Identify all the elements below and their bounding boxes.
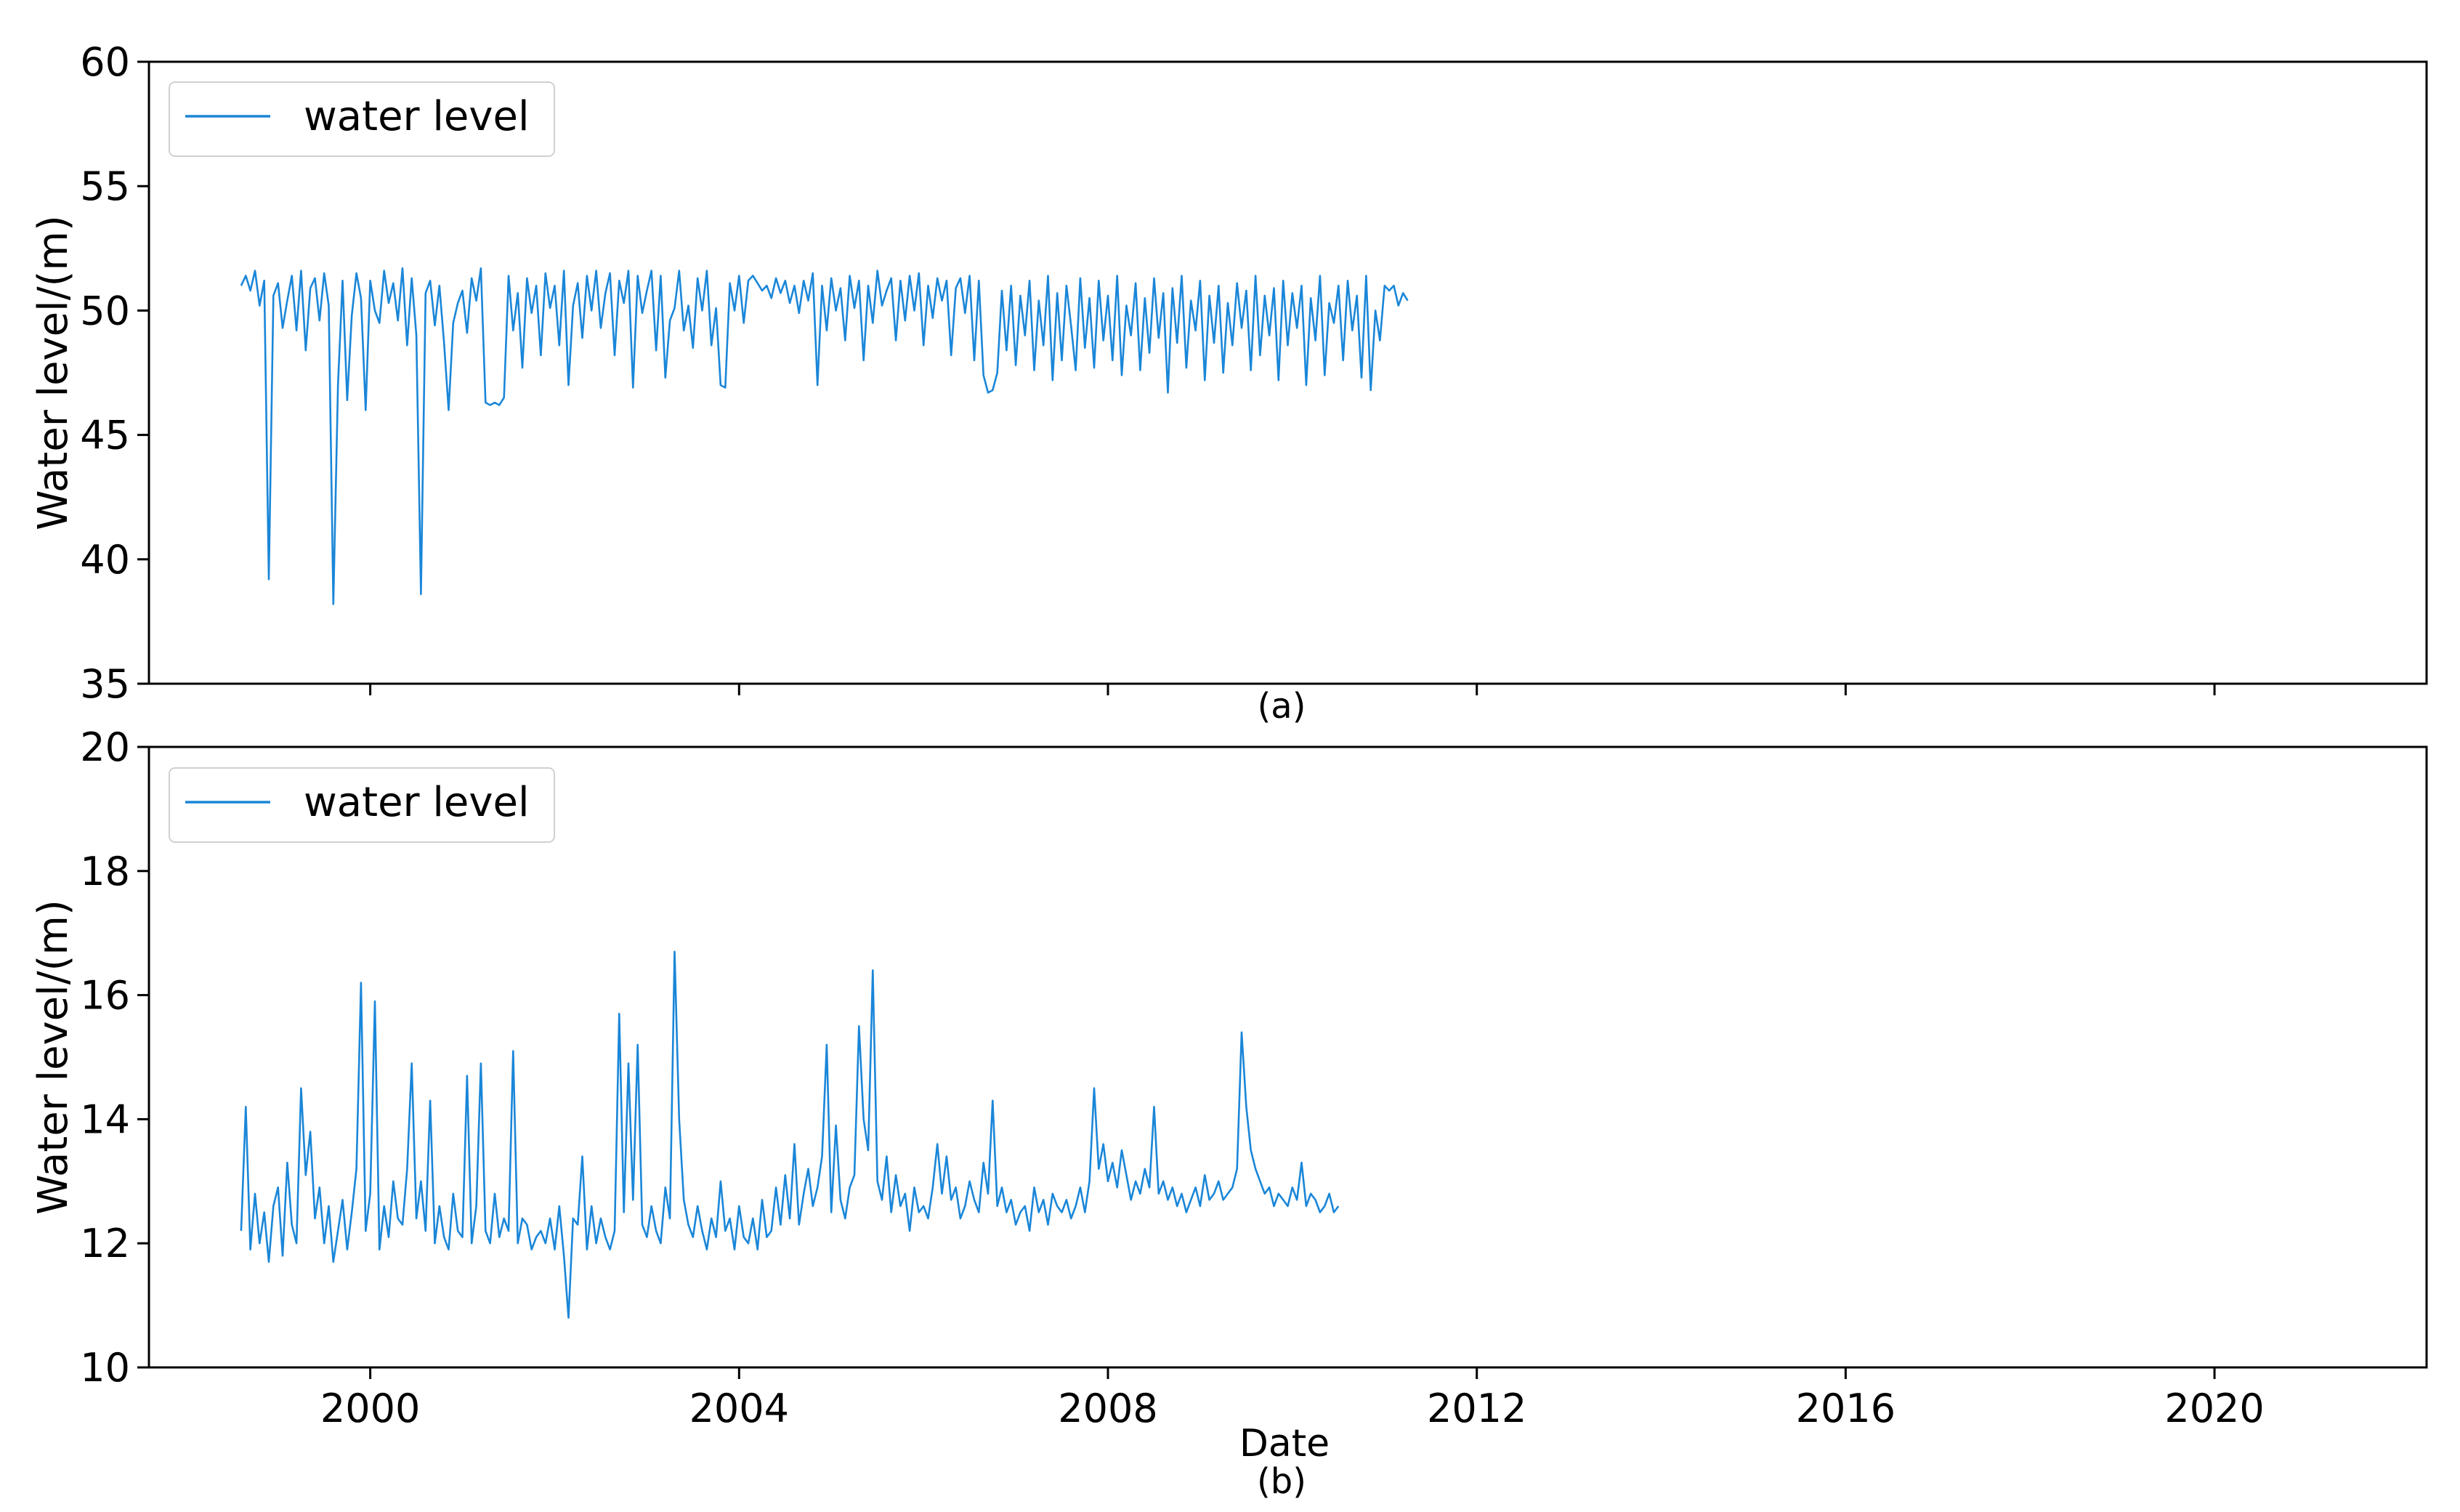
- panel-a-y-tick-label: 35: [80, 661, 130, 707]
- panel-a-legend: water level: [169, 81, 555, 157]
- panel-b-y-tick-label: 18: [80, 849, 130, 894]
- panel-b-y-axis: 10 12 14 16 18 20: [80, 724, 149, 1391]
- panel-b-plot-area: [147, 745, 2428, 1369]
- panel-b: 10 12 14 16 18 20 2000 2004 2008 2012 2016 2020 Wa…: [30, 724, 2428, 1502]
- panel-b-x-tick-label: 2004: [689, 1386, 789, 1431]
- panel-a-y-axis: 35 40 45 50 55 60: [80, 39, 149, 707]
- panel-b-water-level-line: [240, 950, 1340, 1319]
- panel-a-y-tick-label: 55: [80, 163, 130, 209]
- panel-b-x-tick-label: 2012: [1427, 1386, 1526, 1431]
- panel-a-caption: (a): [1258, 686, 1306, 727]
- panel-b-x-tick-label: 2008: [1058, 1386, 1157, 1431]
- panel-b-x-axis-label: Date: [1239, 1422, 1330, 1465]
- panel-b-series: [240, 950, 1340, 1319]
- panel-b-y-tick-label: 10: [80, 1345, 130, 1391]
- panel-a-series: [240, 267, 1409, 605]
- panel-a-legend-box: [169, 81, 555, 157]
- panel-b-legend: water level: [169, 767, 555, 843]
- panel-b-legend-box: [169, 767, 555, 843]
- panel-a-y-tick-label: 40: [80, 537, 130, 583]
- panel-b-y-tick-label: 20: [80, 724, 130, 770]
- panel-a-y-axis-label: Water level/(m): [30, 215, 77, 530]
- panel-b-y-tick-label: 16: [80, 973, 130, 1019]
- panel-a-water-level-line: [240, 267, 1409, 605]
- panel-a-y-tick-label: 45: [80, 413, 130, 458]
- panel-b-x-tick-label: 2020: [2164, 1386, 2264, 1431]
- panel-b-x-axis: 2000 2004 2008 2012 2016 2020: [320, 1367, 2265, 1431]
- panel-b-x-tick-label: 2000: [320, 1386, 420, 1431]
- panel-b-caption: (b): [1257, 1461, 1306, 1502]
- panel-a-y-tick-label: 50: [80, 288, 130, 333]
- panel-b-y-tick-label: 14: [80, 1096, 130, 1142]
- panel-b-y-tick-label: 12: [80, 1221, 130, 1266]
- panel-b-y-axis-label: Water level/(m): [30, 899, 77, 1215]
- panel-a-plot-area: [147, 60, 2428, 685]
- panel-b-x-tick-label: 2016: [1796, 1386, 1895, 1431]
- panel-b-legend-label: water level: [304, 779, 530, 826]
- panel-a: 35 40 45 50 55 60 Water level/(m) water level…: [30, 39, 2428, 727]
- panel-a-x-axis: [369, 684, 2216, 695]
- panel-a-legend-label: water level: [304, 93, 530, 140]
- panel-a-y-tick-label: 60: [80, 39, 130, 85]
